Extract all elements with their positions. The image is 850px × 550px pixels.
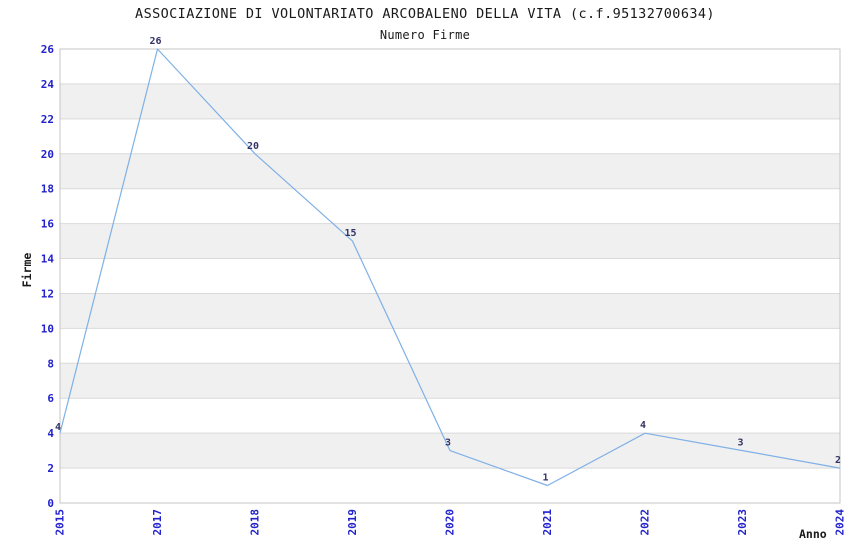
data-label: 1 (542, 473, 548, 484)
data-label: 26 (149, 36, 161, 47)
y-tick-label: 22 (41, 113, 54, 126)
data-label: 3 (737, 438, 743, 449)
y-tick-label: 12 (41, 288, 54, 301)
x-tick-label: 2020 (444, 509, 457, 536)
data-label: 2 (835, 455, 841, 466)
plot-border (59, 48, 841, 504)
y-tick-label: 20 (41, 148, 54, 161)
y-tick-label: 4 (47, 427, 54, 440)
plot-band (60, 153, 840, 189)
x-tick-label: 2023 (736, 509, 749, 536)
plot-band (60, 293, 840, 329)
data-label: 20 (247, 141, 259, 152)
y-tick-label: 0 (47, 497, 54, 510)
y-tick-label: 8 (47, 357, 54, 370)
x-tick-label: 2024 (834, 509, 847, 536)
data-label: 15 (344, 228, 356, 239)
chart-title: ASSOCIAZIONE DI VOLONTARIATO ARCOBALENO … (135, 6, 715, 22)
y-tick-label: 14 (41, 253, 55, 266)
x-tick-label: 2018 (249, 509, 262, 536)
x-tick-label: 2019 (346, 509, 359, 536)
y-tick-label: 2 (47, 462, 54, 475)
y-axis-title: Firme (20, 252, 34, 288)
y-tick-label: 10 (41, 322, 54, 335)
data-label: 4 (55, 422, 61, 433)
x-tick-label: 2017 (151, 509, 164, 536)
y-tick-label: 6 (47, 392, 54, 405)
y-tick-label: 26 (41, 43, 55, 56)
plot-band (60, 83, 840, 119)
y-tick-label: 16 (41, 218, 55, 231)
x-tick-label: 2022 (639, 509, 652, 536)
data-label: 3 (445, 438, 451, 449)
x-tick-label: 2021 (541, 509, 554, 536)
chart-subtitle: Numero Firme (379, 28, 471, 42)
data-label: 4 (640, 420, 646, 431)
y-tick-label: 18 (41, 183, 54, 196)
plot-band (60, 363, 840, 399)
plot-band (60, 223, 840, 259)
y-tick-label: 24 (41, 78, 55, 91)
x-tick-label: 2015 (54, 509, 67, 536)
x-axis-title: Anno (799, 527, 827, 541)
series-line (59, 48, 841, 487)
